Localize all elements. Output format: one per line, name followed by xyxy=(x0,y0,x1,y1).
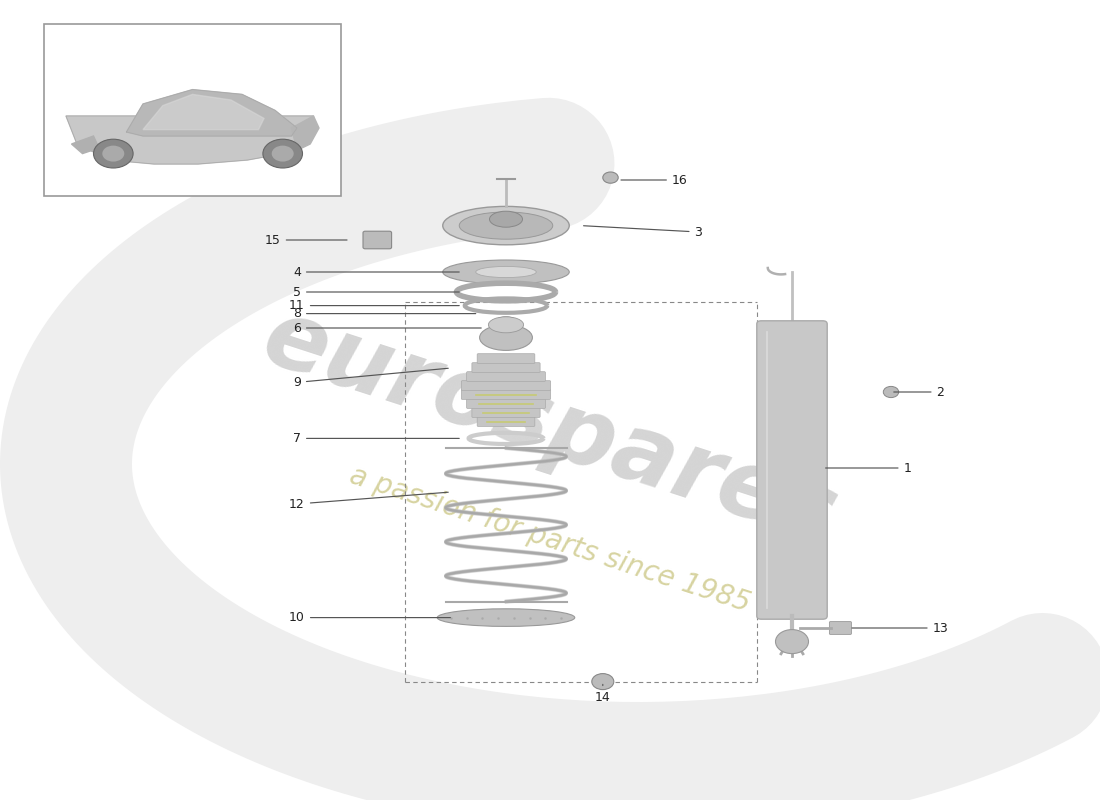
FancyBboxPatch shape xyxy=(466,372,546,382)
Circle shape xyxy=(776,630,808,654)
FancyBboxPatch shape xyxy=(477,354,535,363)
Polygon shape xyxy=(126,90,297,136)
Text: 10: 10 xyxy=(289,611,450,624)
FancyBboxPatch shape xyxy=(44,24,341,196)
Circle shape xyxy=(102,146,124,162)
Polygon shape xyxy=(66,116,314,164)
Circle shape xyxy=(592,674,614,690)
Text: 13: 13 xyxy=(852,622,948,634)
Circle shape xyxy=(272,146,294,162)
FancyBboxPatch shape xyxy=(363,231,392,249)
Text: eurospares: eurospares xyxy=(252,292,848,564)
Ellipse shape xyxy=(480,325,532,350)
FancyBboxPatch shape xyxy=(466,398,546,408)
Text: 4: 4 xyxy=(293,266,459,278)
Ellipse shape xyxy=(488,317,524,333)
Text: 3: 3 xyxy=(584,226,703,238)
Text: 7: 7 xyxy=(293,432,459,445)
Text: 11: 11 xyxy=(289,299,459,312)
Text: 1: 1 xyxy=(826,462,912,474)
Text: 12: 12 xyxy=(289,492,448,510)
Text: 5: 5 xyxy=(293,286,459,298)
Text: 15: 15 xyxy=(265,234,346,246)
Circle shape xyxy=(603,172,618,183)
Polygon shape xyxy=(143,94,264,130)
Text: 9: 9 xyxy=(293,368,448,389)
Circle shape xyxy=(883,386,899,398)
Text: 8: 8 xyxy=(293,307,475,320)
Ellipse shape xyxy=(495,317,517,326)
Polygon shape xyxy=(72,136,99,154)
Ellipse shape xyxy=(475,266,537,278)
FancyBboxPatch shape xyxy=(461,390,551,399)
FancyBboxPatch shape xyxy=(461,381,551,390)
Polygon shape xyxy=(292,116,319,150)
Text: 14: 14 xyxy=(595,684,610,704)
Ellipse shape xyxy=(442,260,570,284)
FancyBboxPatch shape xyxy=(829,622,851,634)
Ellipse shape xyxy=(460,212,552,239)
Circle shape xyxy=(263,139,302,168)
Text: 6: 6 xyxy=(293,322,481,334)
Ellipse shape xyxy=(442,206,570,245)
FancyBboxPatch shape xyxy=(757,321,827,619)
Text: 16: 16 xyxy=(621,174,688,186)
Ellipse shape xyxy=(490,211,522,227)
Circle shape xyxy=(94,139,133,168)
Text: 2: 2 xyxy=(894,386,945,398)
FancyBboxPatch shape xyxy=(472,362,540,372)
Ellipse shape xyxy=(438,609,574,626)
Text: a passion for parts since 1985: a passion for parts since 1985 xyxy=(346,462,754,618)
FancyBboxPatch shape xyxy=(477,417,535,426)
FancyBboxPatch shape xyxy=(472,408,540,418)
